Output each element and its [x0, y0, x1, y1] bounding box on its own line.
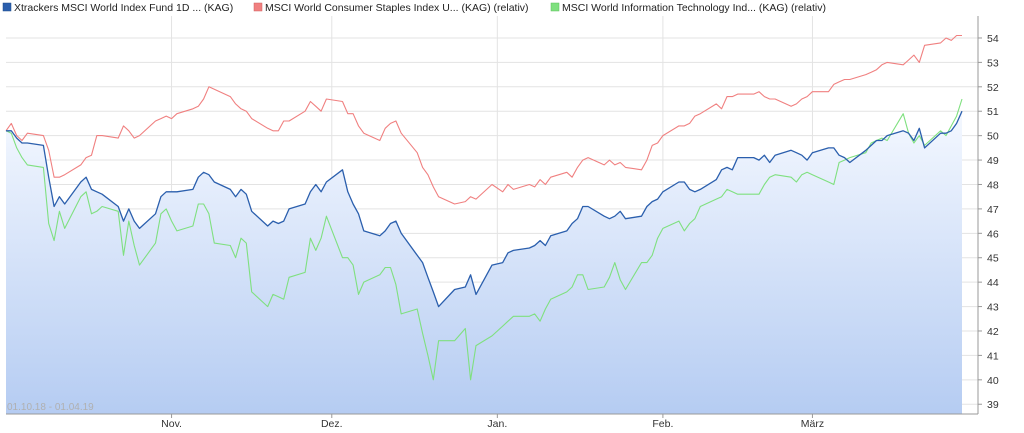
- x-tick-label: Jan.: [487, 418, 507, 430]
- legend-item-xtrackers[interactable]: Xtrackers MSCI World Index Fund 1D ... (…: [2, 2, 233, 14]
- y-tick-label: 52: [987, 82, 999, 94]
- y-tick-label: 47: [987, 204, 999, 216]
- legend-swatch-xtrackers: [2, 2, 12, 12]
- legend-label-xtrackers: Xtrackers MSCI World Index Fund 1D ... (…: [14, 2, 233, 14]
- y-tick-label: 45: [987, 253, 999, 265]
- legend-item-consumer-staples[interactable]: MSCI World Consumer Staples Index U... (…: [253, 2, 529, 14]
- x-tick-label: März: [801, 418, 824, 430]
- y-tick-label: 53: [987, 57, 999, 69]
- series-area-0: [6, 111, 962, 414]
- x-tick-label: Nov.: [161, 418, 182, 430]
- y-tick-label: 46: [987, 228, 999, 240]
- axes: 54 53 52 51 50 49 48 47 46 45 44 43 42 41 40 39 Nov. Dez.…: [6, 16, 999, 430]
- y-tick-label: 49: [987, 155, 999, 167]
- area-fill: [6, 111, 962, 414]
- legend-label-consumer-staples: MSCI World Consumer Staples Index U... (…: [265, 2, 529, 14]
- y-tick-label: 44: [987, 277, 999, 289]
- legend-label-information-technology: MSCI World Information Technology Ind...…: [562, 2, 826, 14]
- series-line-1: [5, 34, 962, 205]
- date-range-label: 01.10.18 - 01.04.19: [7, 402, 94, 413]
- legend-swatch-consumer-staples: [253, 2, 263, 12]
- y-tick-label: 40: [987, 375, 999, 387]
- y-tick-label: 42: [987, 326, 999, 338]
- x-tick-label: Feb.: [652, 418, 673, 430]
- legend: Xtrackers MSCI World Index Fund 1D ... (…: [2, 2, 826, 14]
- y-tick-label: 54: [987, 33, 999, 45]
- series-line-2: [5, 98, 963, 381]
- series-line-0: [6, 110, 963, 308]
- legend-item-information-technology[interactable]: MSCI World Information Technology Ind...…: [550, 2, 826, 14]
- y-tick-label: 39: [987, 399, 999, 411]
- y-tick-label: 48: [987, 179, 999, 191]
- y-tick-label: 50: [987, 131, 999, 143]
- y-tick-label: 51: [987, 106, 999, 118]
- series-lines: [5, 34, 963, 381]
- x-tick-label: Dez.: [321, 418, 343, 430]
- y-tick-label: 41: [987, 350, 999, 362]
- legend-swatch-information-technology: [550, 2, 560, 12]
- y-tick-label: 43: [987, 302, 999, 314]
